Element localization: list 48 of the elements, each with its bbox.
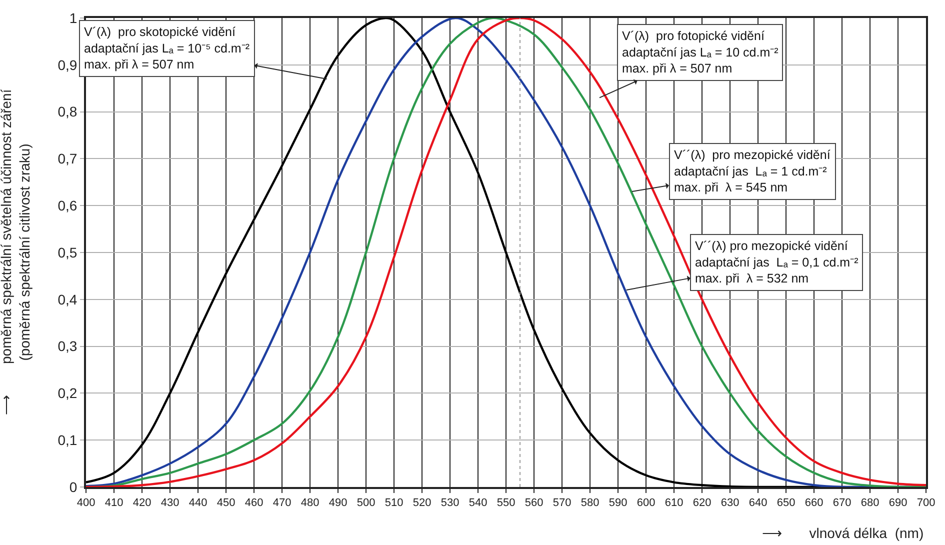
x-tick-label: 650 [776, 497, 796, 510]
x-tick-label: 530 [440, 497, 460, 510]
y-tick-label: 0,8 [58, 104, 78, 120]
x-tick-label: 470 [272, 497, 292, 510]
x-tick-label: 480 [300, 497, 320, 510]
x-tick-label: 630 [720, 497, 740, 510]
x-tick-label: 460 [244, 497, 264, 510]
x-axis-title: ⟶ vlnová délka (nm) [762, 525, 924, 541]
x-tick-label: 410 [104, 497, 124, 510]
y-tick-label: 0,1 [58, 432, 78, 448]
x-tick-label: 400 [76, 497, 96, 510]
x-tick-label: 610 [664, 497, 684, 510]
y-tick-label: 0,9 [58, 56, 78, 73]
x-tick-label: 590 [608, 497, 628, 510]
x-tick-label: 550 [496, 497, 516, 510]
y-tick-label: 0 [69, 478, 78, 495]
x-tick-label: 680 [860, 497, 880, 510]
x-tick-label: 420 [132, 497, 152, 510]
y-tick-label: 0,6 [58, 198, 78, 214]
annotation: V´´(λ) pro mezopické vidění adaptační jas Lₐ = 1 cd.m⁻² max. při λ = 545 nm [674, 148, 831, 194]
x-tick-label: 640 [748, 497, 768, 510]
x-tick-label: 570 [552, 497, 572, 510]
annotation: V´(λ) pro skotopické vidění adaptační jas Lₐ = 10⁻⁵ cd.m⁻² max. při λ = 507 nm [84, 25, 250, 72]
x-tick-label: 510 [384, 497, 404, 510]
y-tick-label: 0,2 [58, 385, 78, 402]
x-tick-label: 670 [832, 497, 852, 510]
x-tick-label: 690 [888, 497, 908, 510]
x-tick-label: 560 [524, 497, 544, 510]
x-tick-label: 540 [468, 497, 488, 510]
y-tick-label: 0,7 [58, 150, 78, 167]
y-tick-label: 0,3 [58, 338, 78, 354]
x-tick-label: 490 [328, 497, 348, 510]
annotation: V´(λ) pro fotopické vidění adaptační jas Lₐ = 10 cd.m⁻² max. při λ = 507 nm [622, 29, 778, 76]
x-tick-label: 430 [160, 497, 180, 510]
y-tick-label: 0,4 [58, 291, 78, 308]
y-tick-label: 1 [69, 10, 78, 26]
x-tick-label: 600 [636, 497, 656, 510]
annotation: V´´(λ) pro mezopické vidění adaptační jas Lₐ = 0,1 cd.m⁻² max. při λ = 532 nm [695, 239, 858, 286]
x-tick-label: 620 [692, 497, 712, 510]
x-tick-label: 700 [916, 497, 936, 510]
x-tick-label: 450 [216, 497, 236, 510]
x-tick-label: 520 [412, 497, 432, 510]
x-tick-label: 580 [580, 497, 600, 510]
x-tick-label: 660 [804, 497, 824, 510]
x-tick-label: 500 [356, 497, 376, 510]
y-axis-title: ⟶ poměrná spektrální světelná účinnost záření (poměrná spektrální citlivost zraku) [0, 89, 32, 416]
y-tick-label: 0,5 [58, 244, 78, 260]
x-tick-label: 440 [188, 497, 208, 510]
